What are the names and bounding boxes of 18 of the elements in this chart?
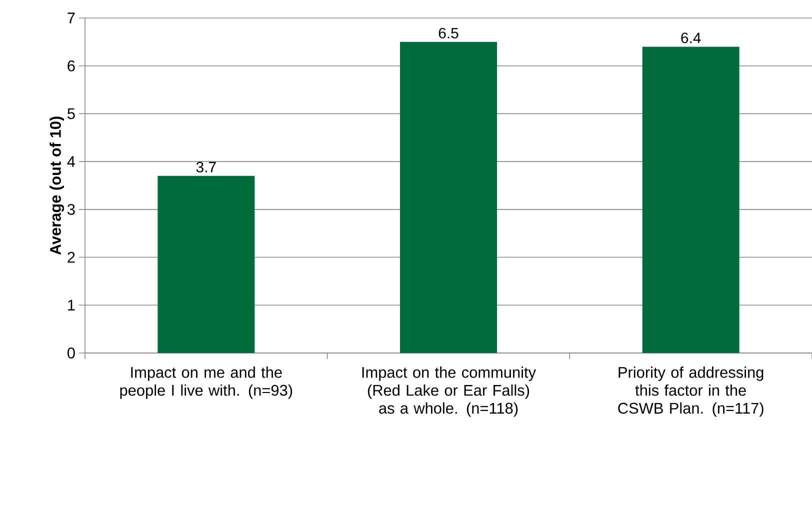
y-tick-label: 4 [67, 156, 76, 167]
y-tick-label: 3 [67, 204, 75, 215]
y-tick-label: 1 [68, 300, 75, 310]
y-axis-title: Average (out of 10) [50, 116, 64, 255]
data-label: 6.4 [681, 32, 701, 44]
x-tick-label: Impact on me and the people I live with. (n=93) [120, 366, 292, 399]
bar [158, 176, 255, 353]
y-tick-label: 7 [68, 12, 75, 24]
data-label: 6.5 [438, 28, 458, 38]
bar [642, 46, 740, 353]
bar [400, 42, 498, 353]
y-tick-label: 6 [68, 60, 75, 72]
y-tick-label: 0 [68, 348, 75, 358]
y-tick-label: 2 [68, 252, 75, 263]
data-label: 3.7 [196, 162, 216, 172]
x-tick-label: Impact on the community (Red Lake or Ear Falls) as a whole. (n=118) [362, 366, 536, 417]
x-tick-label: Priority of addressing this factor in the CSWB Plan. (n=117) [618, 366, 764, 417]
y-tick-label: 5 [68, 108, 75, 120]
